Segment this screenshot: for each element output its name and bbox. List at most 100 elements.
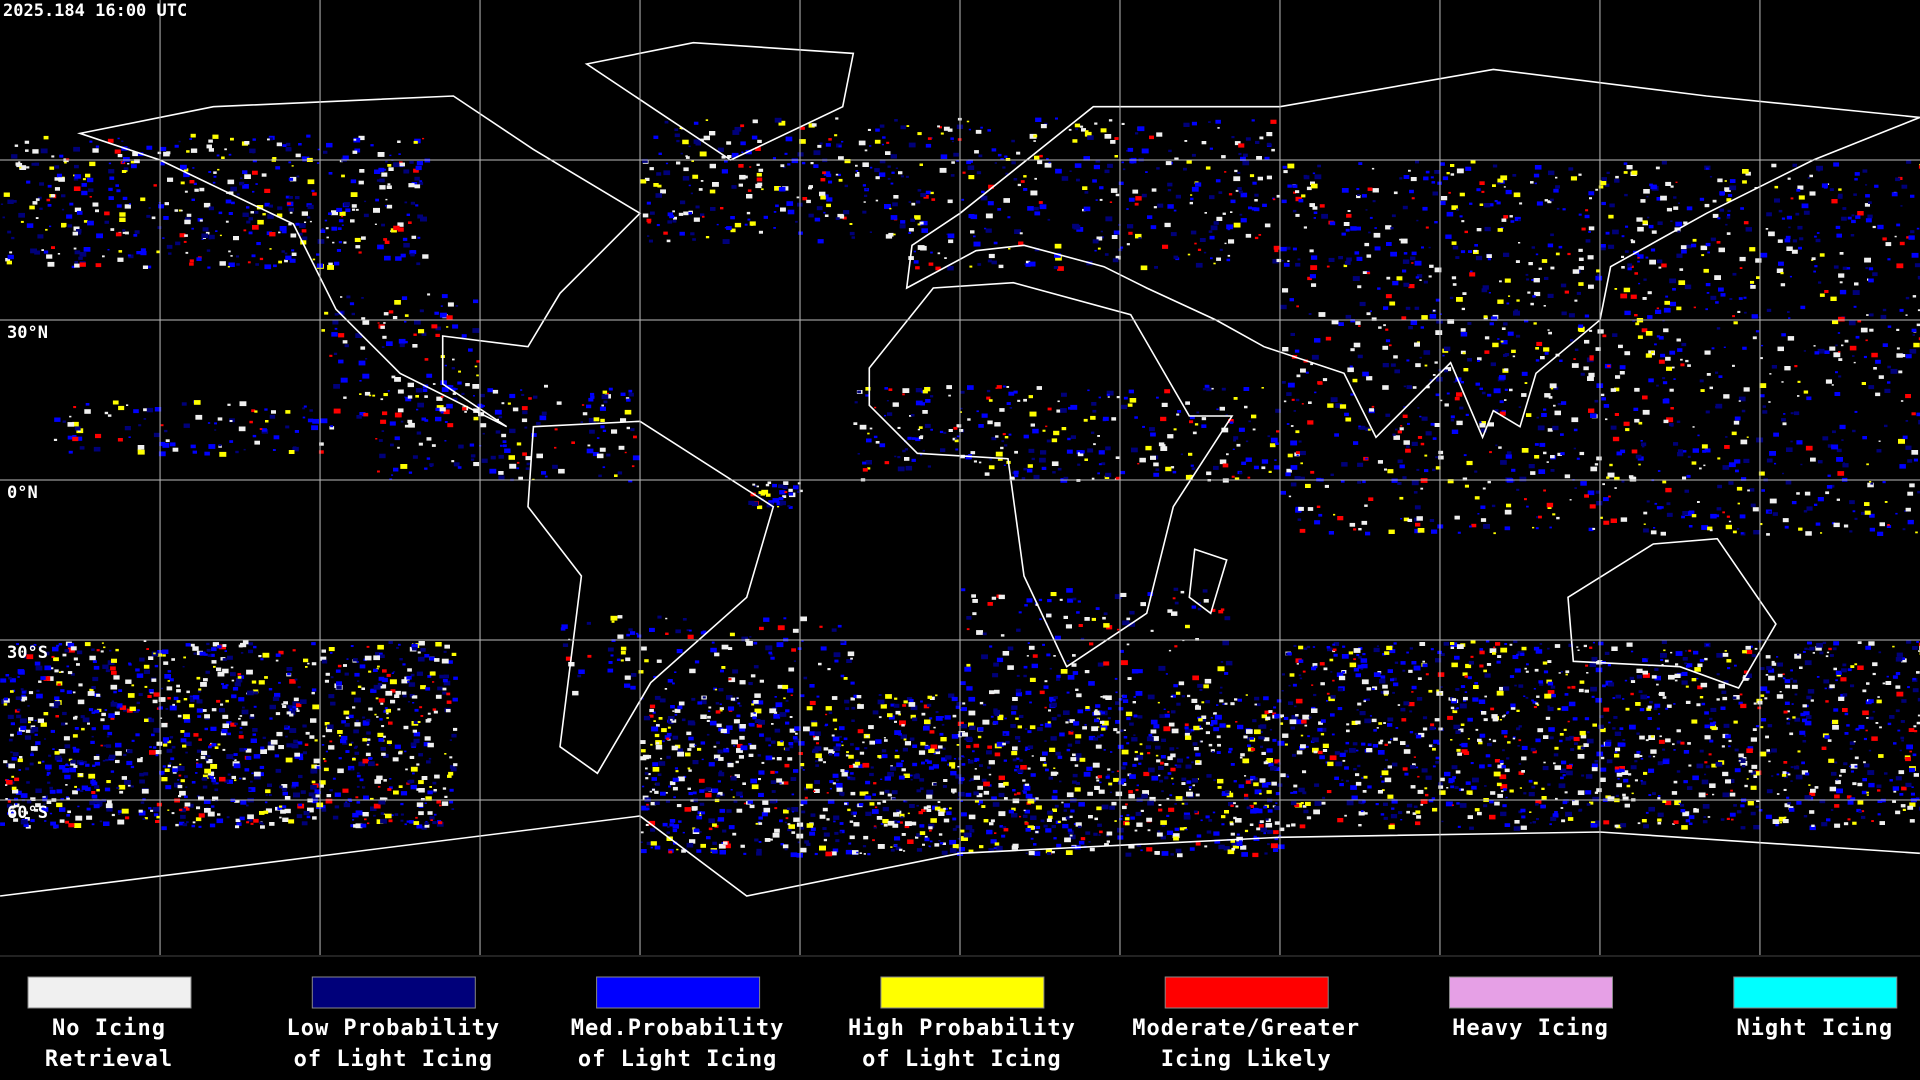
icing-pixel — [1804, 491, 1811, 496]
icing-pixel — [1854, 410, 1858, 413]
icing-pixel — [1709, 386, 1713, 390]
icing-pixel — [1716, 507, 1722, 511]
icing-pixel — [1204, 212, 1207, 214]
icing-pixel — [406, 675, 412, 680]
icing-pixel — [421, 826, 427, 830]
icing-pixel — [1325, 336, 1332, 341]
icing-pixel — [867, 432, 870, 435]
icing-pixel — [155, 820, 160, 823]
icing-pixel — [487, 388, 494, 393]
icing-pixel — [1386, 242, 1392, 246]
icing-pixel — [1614, 387, 1620, 392]
icing-pixel — [273, 264, 277, 268]
icing-pixel — [404, 314, 409, 317]
icing-pixel — [1194, 423, 1199, 426]
icing-pixel — [34, 250, 40, 255]
icing-pixel — [269, 232, 276, 237]
icing-pixel — [154, 664, 159, 668]
icing-pixel — [34, 744, 37, 746]
icing-pixel — [180, 181, 185, 185]
icing-pixel — [221, 683, 224, 685]
icing-pixel — [795, 732, 798, 735]
icing-pixel — [1665, 487, 1672, 493]
icing-pixel — [40, 722, 47, 727]
icing-pixel — [1216, 751, 1221, 754]
icing-pixel — [554, 446, 557, 449]
icing-pixel — [1729, 185, 1737, 191]
icing-pixel — [1548, 331, 1552, 335]
icing-pixel — [1027, 767, 1031, 770]
icing-pixel — [358, 135, 365, 141]
icing-pixel — [180, 779, 185, 783]
icing-pixel — [1562, 208, 1566, 211]
icing-pixel — [207, 775, 211, 778]
icing-pixel — [1030, 773, 1036, 777]
icing-pixel — [83, 247, 91, 252]
icing-pixel — [1101, 462, 1106, 466]
icing-pixel — [480, 393, 485, 398]
icing-pixel — [1669, 278, 1676, 284]
icing-pixel — [380, 398, 384, 401]
icing-pixel — [1272, 738, 1277, 742]
icing-pixel — [316, 766, 321, 770]
icing-pixel — [289, 679, 296, 684]
icing-pixel — [352, 812, 359, 818]
icing-pixel — [152, 746, 157, 749]
icing-pixel — [46, 768, 50, 771]
icing-pixel — [108, 169, 115, 174]
icing-pixel — [903, 850, 906, 852]
icing-pixel — [450, 767, 457, 772]
icing-pixel — [385, 813, 392, 819]
icing-pixel — [148, 718, 155, 723]
icing-pixel — [1660, 531, 1666, 536]
icing-pixel — [31, 162, 36, 166]
icing-pixel — [1119, 817, 1123, 821]
icing-pixel — [1237, 187, 1242, 191]
icing-pixel — [237, 676, 242, 679]
icing-pixel — [250, 211, 254, 214]
icing-pixel — [108, 187, 113, 191]
icing-pixel — [1170, 767, 1176, 772]
icing-pixel — [688, 145, 691, 148]
icing-pixel — [89, 140, 93, 143]
icing-pixel — [10, 733, 14, 737]
icing-pixel — [199, 219, 203, 222]
icing-pixel — [596, 437, 600, 439]
icing-pixel — [756, 163, 760, 166]
icing-pixel — [667, 220, 673, 224]
icing-pixel — [424, 802, 427, 804]
icing-pixel — [1699, 379, 1704, 383]
icing-pixel — [915, 266, 920, 270]
icing-pixel — [1219, 406, 1225, 411]
icing-pixel — [259, 765, 265, 769]
icing-pixel — [1839, 289, 1847, 295]
icing-pixel — [1317, 381, 1322, 385]
icing-pixel — [71, 673, 75, 676]
icing-pixel — [450, 387, 456, 392]
icing-pixel — [1854, 517, 1858, 520]
icing-pixel — [1729, 298, 1733, 300]
icing-pixel — [451, 733, 457, 738]
icing-pixel — [1852, 290, 1860, 295]
icing-pixel — [435, 694, 442, 699]
icing-pixel — [412, 647, 417, 651]
icing-pixel — [1766, 308, 1772, 312]
icing-pixel — [108, 196, 114, 200]
icing-pixel — [1498, 446, 1502, 449]
icing-pixel — [1397, 482, 1402, 485]
icing-pixel — [18, 161, 21, 163]
icing-pixel — [1909, 349, 1917, 354]
icing-pixel — [1070, 435, 1076, 439]
icing-pixel — [416, 431, 422, 435]
icing-pixel — [1195, 793, 1200, 797]
icing-pixel — [1192, 431, 1197, 435]
icing-pixel — [1827, 474, 1831, 477]
icing-pixel — [393, 225, 400, 231]
icing-pixel — [8, 809, 14, 814]
icing-pixel — [1208, 230, 1213, 233]
icing-pixel — [654, 733, 660, 738]
icing-pixel — [384, 255, 391, 261]
icing-pixel — [1670, 407, 1674, 410]
icing-pixel — [1238, 152, 1242, 156]
icing-pixel — [890, 215, 898, 220]
